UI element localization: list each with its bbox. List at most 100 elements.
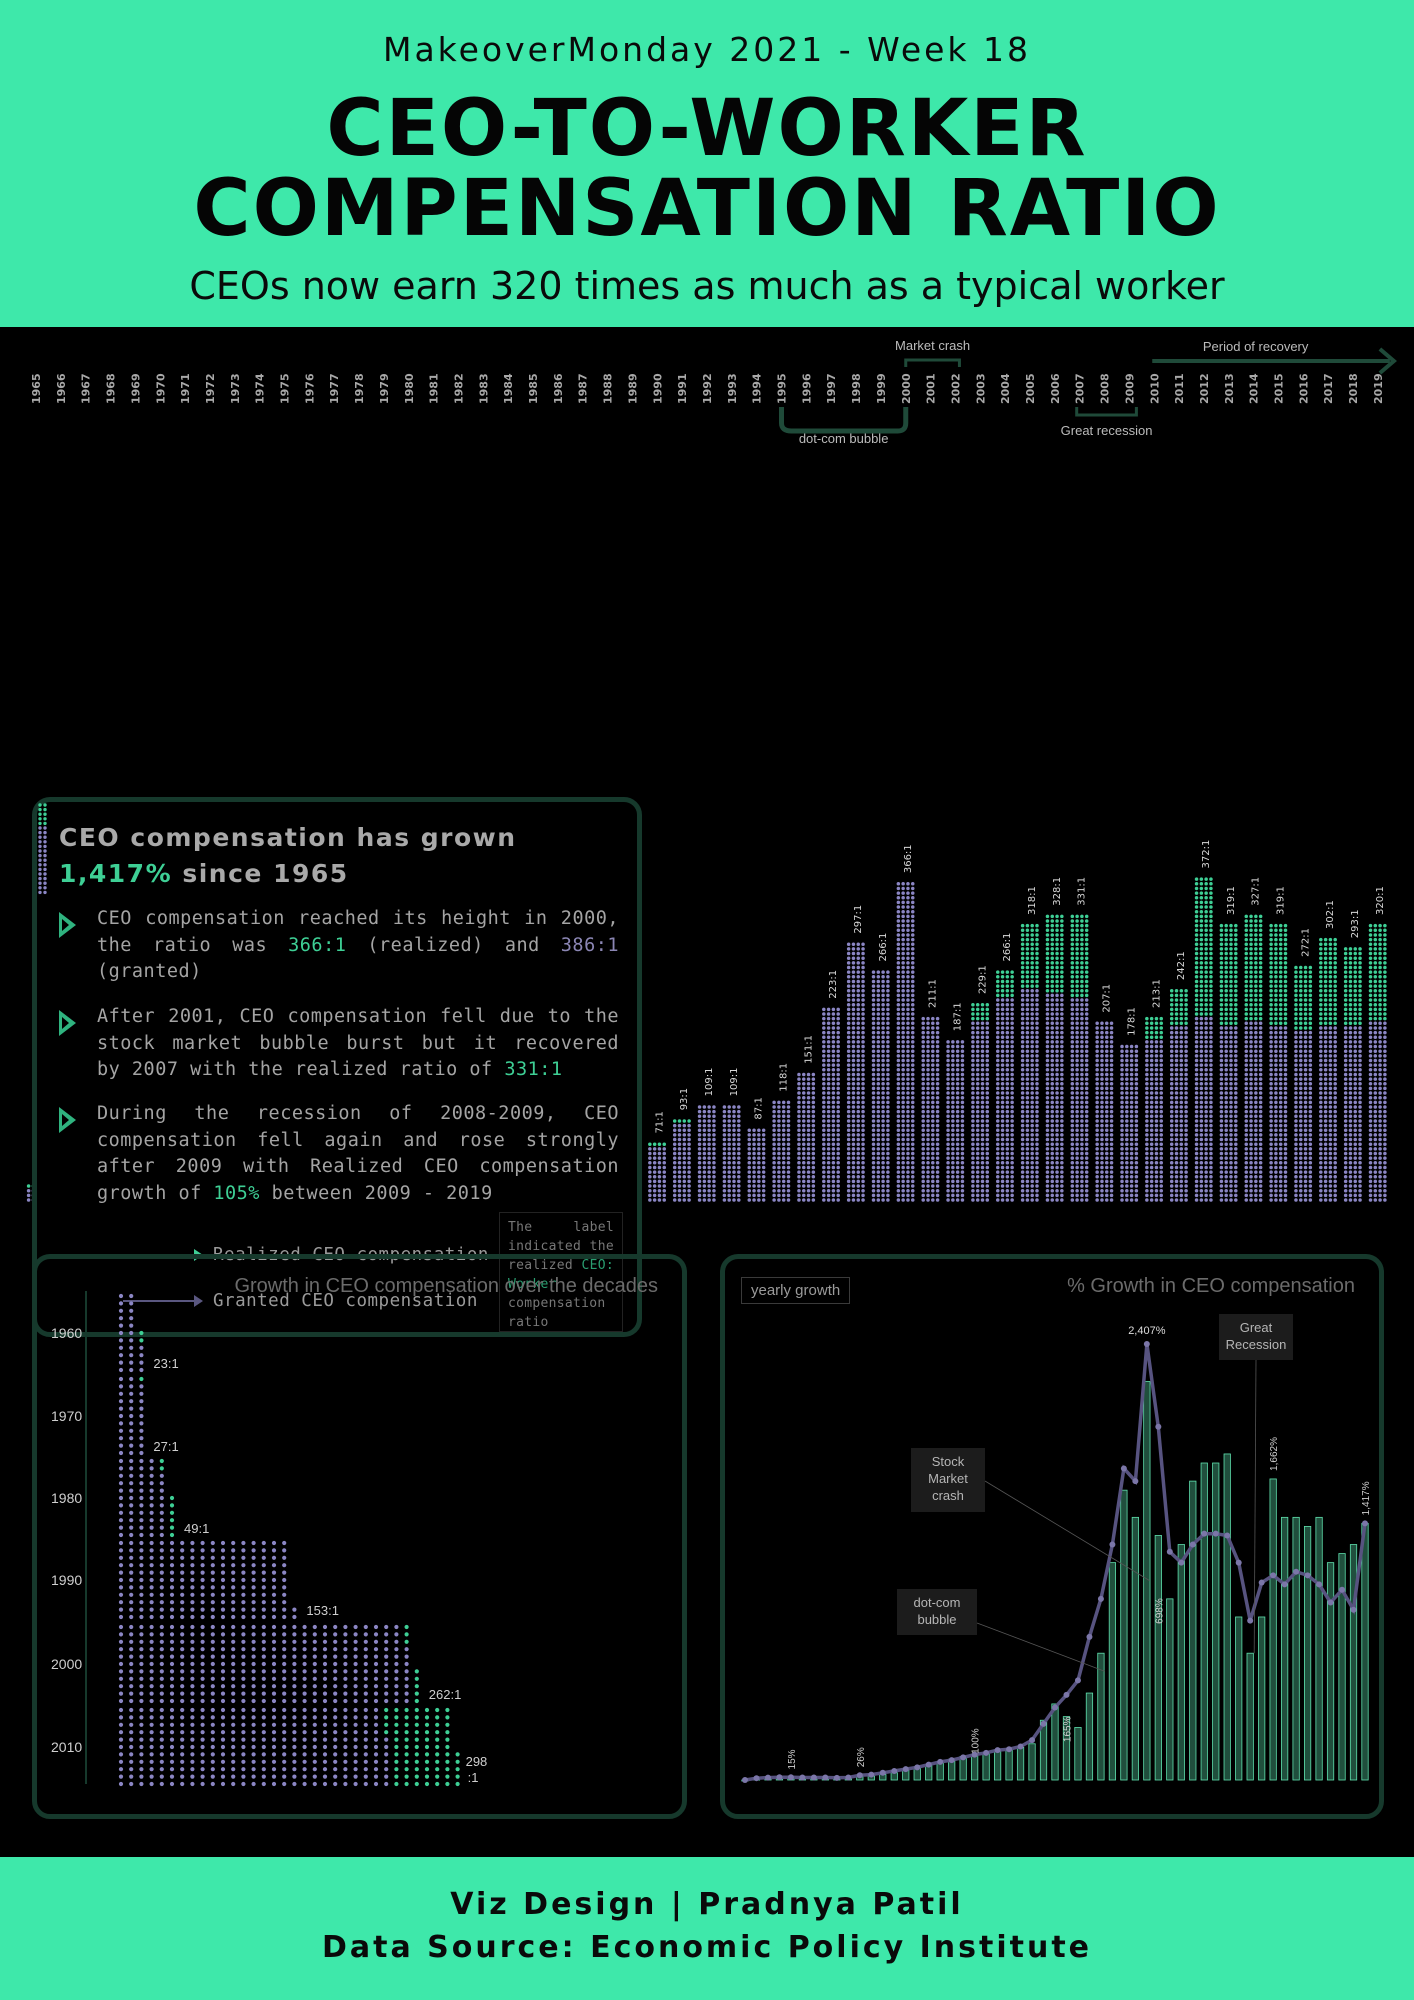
dot — [931, 1030, 935, 1035]
dot — [906, 1105, 910, 1109]
dot — [826, 1082, 831, 1086]
dot — [1174, 993, 1179, 998]
dot — [1025, 1040, 1030, 1044]
dot — [1219, 1175, 1224, 1179]
dot — [831, 1091, 836, 1095]
dot — [1060, 1170, 1064, 1174]
dot — [1080, 1063, 1084, 1067]
dot — [1035, 1165, 1039, 1170]
dot — [1030, 1012, 1034, 1016]
dot — [1194, 919, 1199, 923]
dot — [831, 1021, 836, 1026]
dot — [1020, 1072, 1025, 1077]
dot — [1035, 1072, 1039, 1077]
dot — [1129, 1161, 1134, 1165]
dot — [946, 1193, 950, 1198]
dot — [677, 1175, 682, 1179]
dot — [996, 1133, 1000, 1137]
dot — [1045, 1151, 1050, 1156]
dot — [1244, 1170, 1248, 1174]
dot — [1095, 1109, 1099, 1114]
dot — [672, 1188, 677, 1193]
dot — [846, 1049, 851, 1053]
dot — [786, 1114, 791, 1119]
dot — [1030, 956, 1034, 960]
dot — [996, 1012, 1000, 1016]
dot — [921, 1026, 925, 1030]
dot — [1109, 1165, 1114, 1170]
dot — [1184, 1021, 1188, 1026]
dot — [836, 1165, 840, 1170]
dot — [657, 1179, 662, 1184]
dot — [1060, 1091, 1064, 1095]
dot — [1219, 923, 1224, 928]
dot — [846, 1198, 851, 1202]
dot — [1159, 1128, 1163, 1132]
dot — [797, 1077, 801, 1081]
dot — [1199, 1133, 1204, 1137]
dot — [1075, 961, 1079, 965]
dot — [1060, 998, 1064, 1002]
dot — [1000, 1035, 1005, 1039]
dot — [1035, 1179, 1039, 1184]
dot — [1030, 951, 1034, 956]
dot — [1204, 1184, 1208, 1188]
dot — [1224, 965, 1228, 970]
dot — [797, 1095, 801, 1100]
dot — [1035, 1175, 1039, 1179]
dot — [896, 919, 901, 923]
dot — [1229, 1175, 1233, 1179]
year-tick-label: 1997 — [825, 373, 838, 404]
dot — [1120, 1147, 1124, 1151]
dot — [1105, 1082, 1109, 1086]
dot — [1070, 933, 1075, 937]
dot — [1100, 1105, 1104, 1109]
dot — [1020, 1119, 1025, 1123]
dot — [861, 1026, 865, 1030]
dot — [1234, 1123, 1238, 1128]
dot — [1149, 1054, 1154, 1058]
dot — [931, 1035, 935, 1039]
dot — [1025, 1100, 1030, 1105]
dot — [846, 970, 851, 974]
dot — [975, 1040, 980, 1044]
dot — [985, 1049, 990, 1053]
dot — [906, 909, 910, 914]
dot — [951, 1133, 955, 1137]
dot — [722, 1109, 727, 1114]
dot — [757, 1161, 761, 1165]
dot — [1045, 1082, 1050, 1086]
dot — [737, 1179, 741, 1184]
dot — [1084, 1184, 1089, 1188]
dot — [921, 1030, 925, 1035]
dot — [1075, 1002, 1079, 1007]
dot — [975, 1049, 980, 1053]
dot — [1084, 928, 1089, 933]
dot — [1045, 1044, 1050, 1049]
dot — [702, 1170, 707, 1174]
dot — [1055, 1040, 1059, 1044]
dot — [1010, 975, 1014, 979]
dot — [826, 1147, 831, 1151]
dot — [1095, 1119, 1099, 1123]
dot — [1174, 1188, 1179, 1193]
dot — [861, 970, 865, 974]
dot — [722, 1175, 727, 1179]
dot — [1035, 1128, 1039, 1132]
dot — [811, 1198, 816, 1202]
dot — [1035, 1156, 1039, 1160]
dot — [886, 984, 890, 988]
dot — [1194, 905, 1199, 909]
dot — [1258, 998, 1263, 1002]
dot — [1010, 1170, 1014, 1174]
dot — [851, 1095, 856, 1100]
dot — [1258, 1072, 1263, 1077]
dot — [1070, 1030, 1075, 1035]
dot — [926, 1054, 930, 1058]
dot — [896, 1151, 901, 1156]
dot — [1199, 975, 1204, 979]
dot — [871, 1035, 876, 1039]
dot — [1184, 1068, 1188, 1072]
dot — [1209, 1179, 1213, 1184]
dot — [1105, 1035, 1109, 1039]
